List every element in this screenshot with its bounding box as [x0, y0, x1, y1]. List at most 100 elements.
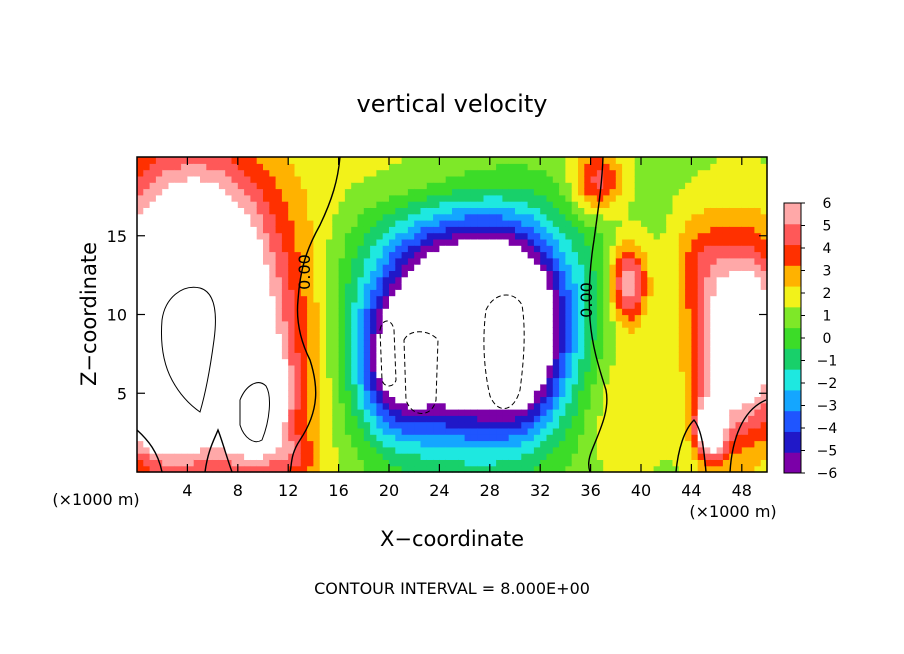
- heatmap-cell: [546, 245, 554, 253]
- heatmap-cell: [174, 415, 182, 423]
- heatmap-cell: [729, 207, 737, 215]
- heatmap-cell: [319, 226, 327, 234]
- heatmap-cell: [351, 301, 359, 309]
- heatmap-cell: [685, 371, 692, 379]
- heatmap-cell: [351, 251, 359, 259]
- heatmap-cell: [754, 446, 762, 454]
- heatmap-cell: [231, 175, 239, 183]
- heatmap-cell: [697, 352, 705, 360]
- heatmap-cell: [168, 339, 176, 347]
- heatmap-cell: [628, 251, 636, 259]
- heatmap-cell: [571, 245, 579, 253]
- heatmap-cell: [628, 364, 636, 372]
- heatmap-cell: [326, 169, 333, 177]
- heatmap-cell: [351, 308, 359, 316]
- heatmap-cell: [470, 213, 478, 221]
- heatmap-cell: [300, 390, 308, 397]
- heatmap-cell: [489, 301, 497, 309]
- heatmap-cell: [162, 459, 170, 467]
- heatmap-cell: [263, 314, 270, 322]
- heatmap-cell: [464, 371, 472, 379]
- heatmap-cell: [685, 295, 692, 303]
- heatmap-cell: [502, 352, 510, 360]
- heatmap-cell: [729, 364, 737, 372]
- heatmap-cell: [609, 201, 617, 208]
- heatmap-cell: [401, 194, 409, 202]
- heatmap-cell: [149, 327, 157, 334]
- heatmap-cell: [609, 320, 617, 328]
- heatmap-cell: [546, 346, 554, 353]
- heatmap-cell: [628, 295, 636, 303]
- heatmap-cell: [225, 339, 233, 347]
- heatmap-cell: [565, 371, 573, 379]
- heatmap-cell: [483, 371, 491, 379]
- heatmap-cell: [622, 434, 629, 442]
- heatmap-cell: [590, 339, 598, 347]
- heatmap-cell: [149, 301, 157, 309]
- heatmap-cell: [389, 396, 396, 404]
- heatmap-cell: [666, 264, 674, 271]
- heatmap-cell: [704, 465, 711, 473]
- heatmap-cell: [609, 169, 617, 177]
- heatmap-cell: [716, 402, 724, 410]
- heatmap-cell: [212, 358, 220, 366]
- heatmap-cell: [281, 421, 289, 429]
- heatmap-cell: [672, 251, 680, 259]
- heatmap-cell: [628, 358, 636, 366]
- heatmap-cell: [685, 175, 692, 183]
- heatmap-cell: [634, 276, 642, 284]
- heatmap-cell: [344, 390, 352, 397]
- heatmap-cell: [275, 415, 283, 423]
- heatmap-cell: [754, 339, 762, 347]
- heatmap-cell: [389, 333, 396, 341]
- heatmap-cell: [515, 409, 522, 416]
- heatmap-cell: [735, 295, 743, 303]
- heatmap-cell: [313, 314, 321, 322]
- heatmap-cell: [420, 257, 428, 265]
- heatmap-cell: [433, 251, 440, 259]
- heatmap-cell: [231, 339, 239, 347]
- heatmap-cell: [452, 371, 459, 379]
- heatmap-cell: [281, 213, 289, 221]
- heatmap-cell: [489, 333, 497, 341]
- heatmap-cell: [477, 453, 485, 460]
- heatmap-cell: [716, 440, 724, 448]
- heatmap-cell: [653, 270, 661, 278]
- heatmap-cell: [741, 301, 749, 309]
- heatmap-cell: [174, 320, 182, 328]
- heatmap-cell: [363, 169, 371, 177]
- heatmap-cell: [647, 402, 655, 410]
- heatmap-cell: [477, 415, 485, 423]
- heatmap-cell: [162, 434, 170, 442]
- heatmap-cell: [489, 238, 497, 246]
- heatmap-cell: [741, 182, 749, 190]
- heatmap-cell: [288, 383, 296, 391]
- heatmap-cell: [704, 346, 711, 353]
- heatmap-cell: [710, 459, 718, 467]
- heatmap-cell: [697, 201, 705, 208]
- heatmap-cell: [527, 175, 535, 183]
- heatmap-cell: [256, 377, 264, 385]
- heatmap-cell: [155, 440, 163, 448]
- heatmap-cell: [382, 289, 390, 297]
- heatmap-cell: [307, 232, 314, 240]
- heatmap-cell: [691, 194, 699, 202]
- heatmap-cell: [307, 264, 314, 271]
- heatmap-cell: [193, 207, 201, 215]
- heatmap-cell: [741, 320, 749, 328]
- heatmap-cell: [729, 465, 737, 473]
- heatmap-cell: [546, 371, 554, 379]
- heatmap-cell: [363, 339, 371, 347]
- heatmap-cell: [489, 446, 497, 454]
- heatmap-cell: [382, 390, 390, 397]
- heatmap-cell: [414, 238, 422, 246]
- heatmap-cell: [515, 358, 522, 366]
- heatmap-cell: [332, 182, 340, 190]
- heatmap-cell: [414, 169, 422, 177]
- heatmap-cell: [596, 339, 604, 347]
- heatmap-cell: [678, 320, 686, 328]
- heatmap-cell: [697, 276, 705, 284]
- heatmap-cell: [666, 276, 674, 284]
- heatmap-cell: [389, 465, 396, 473]
- heatmap-cell: [489, 295, 497, 303]
